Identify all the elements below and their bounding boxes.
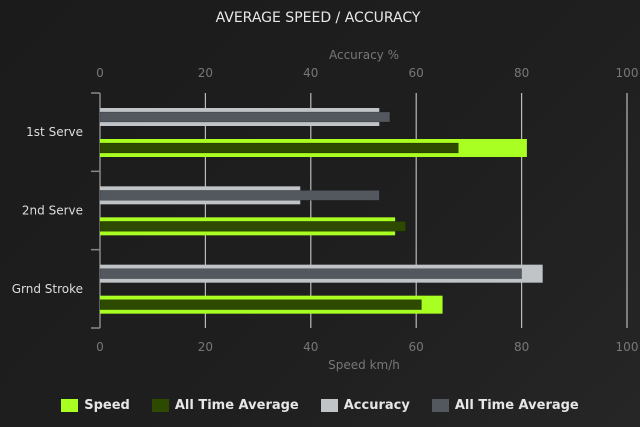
legend-item-speed[interactable]: Speed	[61, 398, 130, 413]
legend-swatch	[151, 399, 169, 412]
chart-title: AVERAGE SPEED / ACCURACY	[216, 10, 421, 26]
legend-item-accuracy-average[interactable]: All Time Average	[431, 398, 579, 413]
top-tick-label: 20	[198, 66, 213, 80]
category-label: Grnd Stroke	[12, 282, 83, 296]
legend-label: All Time Average	[174, 398, 299, 413]
top-tick-label: 100	[616, 66, 639, 80]
bar-all-time-average	[99, 299, 422, 310]
top-tick-label: 80	[514, 66, 529, 80]
bottom-axis-label: Speed km/h	[328, 358, 400, 372]
bar-all-time-average	[99, 111, 391, 123]
legend-label: All Time Average	[454, 398, 579, 413]
legend-swatch	[61, 399, 79, 412]
bottom-tick-label: 60	[409, 340, 424, 354]
legend-item-accuracy[interactable]: Accuracy	[320, 398, 410, 413]
top-tick-label: 60	[409, 66, 424, 80]
bar-all-time-average	[99, 190, 380, 201]
bottom-tick-label: 40	[303, 340, 318, 354]
legend-swatch	[320, 399, 338, 412]
top-tick-label: 40	[303, 66, 318, 80]
bar-all-time-average	[99, 142, 459, 154]
bottom-tick-label: 20	[198, 340, 213, 354]
legend-label: Accuracy	[343, 398, 410, 413]
bar-all-time-average	[99, 221, 406, 232]
bar-all-time-average	[99, 268, 522, 279]
bottom-tick-label: 0	[96, 340, 104, 354]
legend: Speed All Time Average Accuracy All Time…	[0, 398, 640, 413]
legend-item-speed-average[interactable]: All Time Average	[151, 398, 299, 413]
category-label: 1st Serve	[26, 125, 83, 139]
bottom-tick-label: 100	[616, 340, 639, 354]
top-tick-label: 0	[96, 66, 104, 80]
bottom-tick-label: 80	[514, 340, 529, 354]
legend-label: Speed	[84, 398, 130, 413]
top-axis-label: Accuracy %	[329, 48, 399, 62]
legend-swatch	[431, 399, 449, 412]
category-label: 2nd Serve	[22, 204, 83, 218]
